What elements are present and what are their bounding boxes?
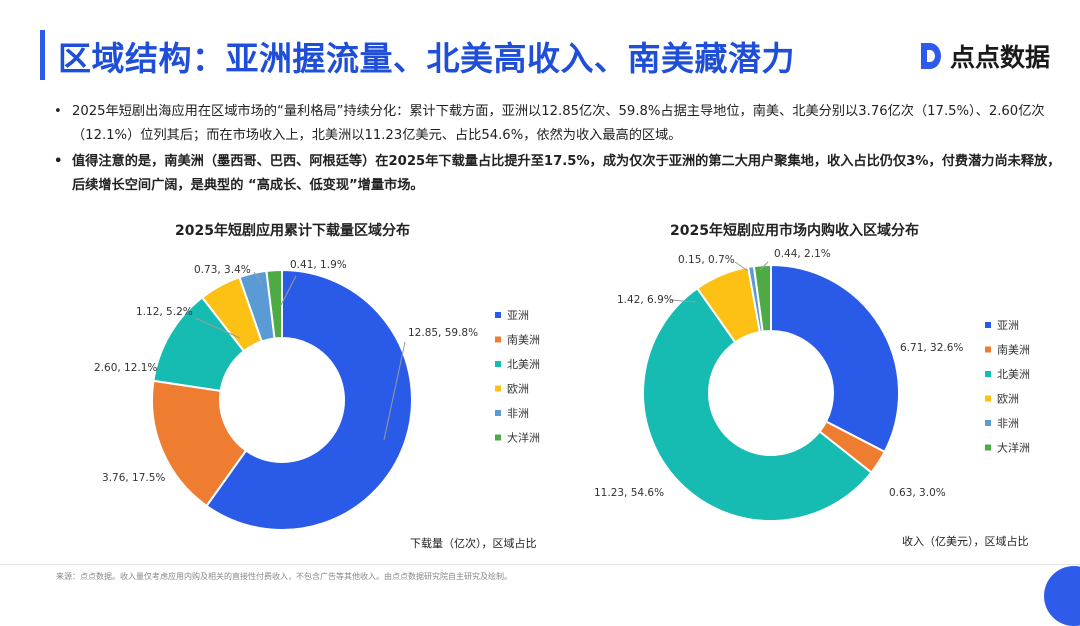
- legend-label: 非洲: [997, 417, 1019, 430]
- donut-charts: 12.85, 59.8% 3.76, 17.5% 2.60, 12.1% 1.12, …: [94, 248, 1030, 531]
- page-title: 区域结构：亚洲握流量、北美高收入、南美藏潜力: [58, 39, 795, 78]
- label-leader-line: [253, 271, 263, 285]
- donut-chart-downloads: 12.85, 59.8% 3.76, 17.5% 2.60, 12.1% 1.12, …: [94, 259, 540, 531]
- legend-label: 欧洲: [997, 393, 1019, 406]
- data-label: 0.15, 0.7%: [678, 254, 735, 266]
- legend-swatch: [495, 336, 501, 343]
- bullet-point: 2025年短剧出海应用在区域市场的“量利格局”持续分化：累计下载方面，亚洲以12…: [52, 100, 1062, 148]
- label-leader-line: [759, 261, 769, 271]
- data-label: 1.42, 6.9%: [617, 294, 674, 306]
- legend-swatch: [495, 434, 501, 441]
- donut-slice-6: [265, 268, 283, 340]
- label-leader-line: [383, 341, 406, 441]
- data-label: 0.73, 3.4%: [194, 264, 251, 276]
- title-accent-bar: [40, 30, 45, 80]
- legend-label: 非洲: [507, 407, 529, 420]
- label-leader-line: [670, 299, 696, 303]
- chart-title-downloads: 2025年短剧应用累计下载量区域分布: [175, 223, 410, 239]
- legend-label: 南美洲: [507, 334, 540, 347]
- chart-note-revenue: 收入（亿美元），区域占比: [902, 535, 1029, 548]
- legend-swatch: [495, 312, 501, 318]
- legend-swatch: [495, 385, 501, 392]
- donut-slice-2: [151, 379, 248, 508]
- donut-slice-6: [752, 263, 772, 333]
- data-label: 1.12, 5.2%: [136, 306, 193, 318]
- legend-label: 大洋洲: [997, 441, 1030, 455]
- data-label: 6.71, 32.6%: [900, 342, 963, 354]
- data-label: 0.41, 1.9%: [290, 259, 347, 271]
- data-label: 12.85, 59.8%: [408, 327, 478, 339]
- label-leader-line: [194, 317, 241, 339]
- brand-logo-text: 点点数据: [950, 43, 1051, 72]
- legend-swatch: [985, 322, 991, 328]
- legend-label: 亚洲: [997, 319, 1019, 332]
- legend-label: 大洋洲: [507, 431, 540, 445]
- data-label: 0.63, 3.0%: [889, 487, 946, 499]
- brand-logo: 点点数据: [918, 38, 1050, 74]
- legend-swatch: [985, 420, 991, 426]
- footer-divider: [0, 564, 1080, 565]
- chart-note-downloads: 下载量（亿次），区域占比: [410, 537, 537, 550]
- donut-chart-revenue: 6.71, 32.6% 0.63, 3.0% 11.23, 54.6% 1.42, 6…: [594, 248, 1030, 522]
- data-label: 3.76, 17.5%: [102, 472, 165, 484]
- summary-bullets: 2025年短剧出海应用在区域市场的“量利格局”持续分化：累计下载方面，亚洲以12…: [52, 100, 1062, 200]
- bullet-point: 值得注意的是，南美洲（墨西哥、巴西、阿根廷等）在2025年下载量占比提升至17.…: [52, 150, 1062, 198]
- legend-swatch: [985, 371, 991, 377]
- legend-label: 北美洲: [507, 358, 540, 371]
- brand-logo-icon: [921, 43, 941, 69]
- chart-title-revenue: 2025年短剧应用市场内购收入区域分布: [670, 223, 919, 239]
- donut-slice-1: [770, 263, 900, 454]
- legend-swatch: [985, 444, 991, 451]
- legend-label: 亚洲: [507, 309, 529, 322]
- legend-swatch: [495, 410, 501, 416]
- legend-swatch: [495, 361, 501, 367]
- donut-slice-1: [205, 268, 413, 531]
- data-label: 11.23, 54.6%: [594, 487, 664, 499]
- legend-swatch: [985, 395, 991, 402]
- label-leader-line: [280, 275, 297, 306]
- legend-label: 南美洲: [997, 344, 1030, 357]
- donut-slice-3: [642, 286, 873, 522]
- label-leader-line: [734, 261, 749, 272]
- legend-label: 北美洲: [997, 368, 1030, 381]
- data-label: 0.44, 2.1%: [774, 248, 831, 260]
- legend-label: 欧洲: [507, 383, 529, 396]
- data-label: 2.60, 12.1%: [94, 362, 157, 374]
- source-note: 来源：点点数据。收入量仅考虑应用内购及相关的直接性付费收入，不包含广告等其他收入…: [56, 572, 512, 581]
- legend-swatch: [985, 346, 991, 353]
